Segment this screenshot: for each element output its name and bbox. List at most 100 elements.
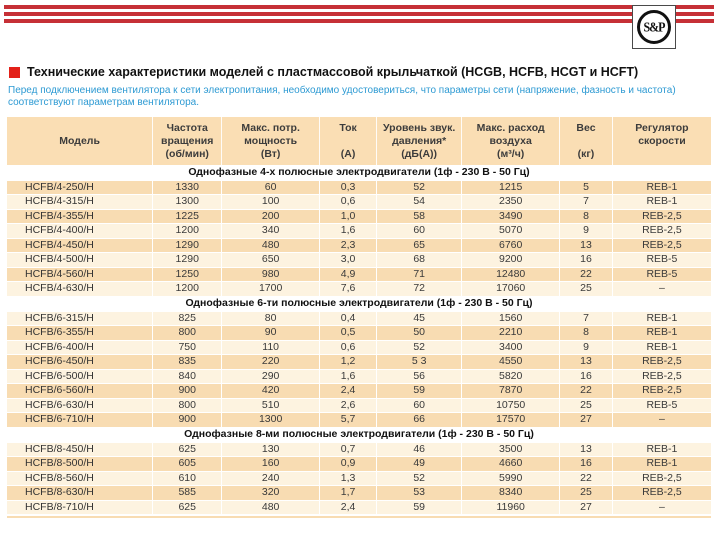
column-header: Регулятор скорости — [611, 117, 711, 165]
model-cell: HCFB/6-315/H — [7, 311, 153, 326]
value-cell: 1300 — [221, 412, 320, 428]
model-cell: HCFB/4-450/H — [7, 238, 153, 253]
value-cell: 8340 — [461, 485, 560, 501]
value-cell: 3,0 — [319, 252, 377, 268]
table-row: HCFB/6-315/H 825 80 0,4 45 1560 7 REB-1 — [7, 311, 711, 326]
table-row: HCFB/8-450/H 625 130 0,7 46 3500 13 REB-1 — [7, 442, 711, 457]
value-cell: 1560 — [461, 311, 560, 326]
value-cell: – — [611, 412, 711, 428]
value-cell: 3490 — [461, 209, 560, 224]
table-row: HCFB/4-560/H 1250 980 4,9 71 12480 22 REB-5 — [7, 267, 711, 282]
value-cell: 2210 — [461, 325, 560, 341]
value-cell: 52 — [376, 180, 462, 195]
value-cell: 750 — [152, 340, 222, 355]
value-cell: 59 — [376, 383, 462, 399]
value-cell: 0,7 — [319, 442, 377, 457]
value-cell: 52 — [376, 340, 462, 355]
table-row: HCFB/4-355/H 1225 200 1,0 58 3490 8 REB-2,5 — [7, 209, 711, 224]
table-row: HCFB/4-400/H 1200 340 1,6 60 5070 9 REB-2,5 — [7, 223, 711, 239]
value-cell: 8 — [559, 209, 613, 224]
value-cell: 60 — [221, 180, 320, 195]
column-header: Модель — [7, 117, 153, 165]
sp-logo-ring: S&P — [637, 10, 671, 44]
value-cell: 54 — [376, 194, 462, 210]
value-cell: 68 — [376, 252, 462, 268]
model-cell: HCFB/6-400/H — [7, 340, 153, 355]
specs-table: Модель Частота вращения (об/мин) Макс. потр.… — [7, 117, 711, 515]
value-cell: 1290 — [152, 252, 222, 268]
value-cell: REB-2,5 — [611, 238, 711, 253]
value-cell: 585 — [152, 485, 222, 501]
value-cell: 1,2 — [319, 354, 377, 370]
value-cell: 1,6 — [319, 369, 377, 384]
value-cell: 5820 — [461, 369, 560, 384]
model-cell: HCFB/8-630/H — [7, 485, 153, 501]
value-cell: 50 — [376, 325, 462, 341]
value-cell: REB-2,5 — [611, 369, 711, 384]
value-cell: 1330 — [152, 180, 222, 195]
value-cell: 1225 — [152, 209, 222, 224]
value-cell: 46 — [376, 442, 462, 457]
value-cell: 22 — [559, 267, 613, 282]
value-cell: 25 — [559, 485, 613, 501]
table-row: HCFB/6-400/H 750 110 0,6 52 3400 9 REB-1 — [7, 340, 711, 355]
value-cell: 610 — [152, 471, 222, 486]
value-cell: 800 — [152, 398, 222, 413]
value-cell: 0,9 — [319, 456, 377, 472]
value-cell: 25 — [559, 398, 613, 413]
sp-logo-text: S&P — [643, 18, 666, 35]
value-cell: 1,3 — [319, 471, 377, 486]
value-cell: 16 — [559, 456, 613, 472]
table-row: HCFB/6-450/H 835 220 1,2 5 3 4550 13 REB-2,5 — [7, 354, 711, 370]
table-row: HCFB/6-630/H 800 510 2,6 60 10750 25 REB-5 — [7, 398, 711, 413]
model-cell: HCFB/4-560/H — [7, 267, 153, 282]
model-cell: HCFB/6-560/H — [7, 383, 153, 399]
value-cell: REB-1 — [611, 180, 711, 195]
value-cell: 4550 — [461, 354, 560, 370]
top-stripes: S&P — [4, 5, 714, 49]
value-cell: REB-2,5 — [611, 354, 711, 370]
value-cell: 13 — [559, 238, 613, 253]
model-cell: HCFB/6-710/H — [7, 412, 153, 428]
value-cell: 27 — [559, 412, 613, 428]
model-cell: HCFB/6-630/H — [7, 398, 153, 413]
value-cell: 835 — [152, 354, 222, 370]
table-row: HCFB/4-250/H 1330 60 0,3 52 1215 5 REB-1 — [7, 180, 711, 195]
model-cell: HCFB/4-500/H — [7, 252, 153, 268]
value-cell: 59 — [376, 500, 462, 515]
value-cell: 12480 — [461, 267, 560, 282]
value-cell: 320 — [221, 485, 320, 501]
table-row: HCFB/4-630/H 1200 1700 7,6 72 17060 25– — [7, 281, 711, 297]
value-cell: REB-2,5 — [611, 223, 711, 239]
value-cell: 60 — [376, 398, 462, 413]
red-square-bullet-icon — [9, 66, 20, 78]
model-cell: HCFB/4-400/H — [7, 223, 153, 239]
model-cell: HCFB/4-630/H — [7, 281, 153, 297]
value-cell: 1,0 — [319, 209, 377, 224]
value-cell: 510 — [221, 398, 320, 413]
value-cell: 1,6 — [319, 223, 377, 239]
section-header-row: Однофазные 8-ми полюсные электродвигател… — [7, 427, 711, 443]
model-cell: HCFB/6-500/H — [7, 369, 153, 384]
table-row: HCFB/6-560/H 900 420 2,4 59 7870 22 REB-2,5 — [7, 383, 711, 399]
value-cell: 0,6 — [319, 194, 377, 210]
value-cell: 71 — [376, 267, 462, 282]
table-row: HCFB/8-500/H 605 160 0,9 49 4660 16 REB-1 — [7, 456, 711, 472]
value-cell: 800 — [152, 325, 222, 341]
value-cell: 3500 — [461, 442, 560, 457]
value-cell: 110 — [221, 340, 320, 355]
value-cell: 80 — [221, 311, 320, 326]
value-cell: 1700 — [221, 281, 320, 297]
value-cell: 1290 — [152, 238, 222, 253]
model-cell: HCFB/4-315/H — [7, 194, 153, 210]
value-cell: 480 — [221, 238, 320, 253]
value-cell: 2,6 — [319, 398, 377, 413]
value-cell: 420 — [221, 383, 320, 399]
column-header: Частота вращения (об/мин) — [152, 117, 222, 165]
table-row: HCFB/8-560/H 610 240 1,3 52 5990 22 REB-2,5 — [7, 471, 711, 486]
section-header-row: Однофазные 6-ти полюсные электродвигател… — [7, 296, 711, 312]
model-cell: HCFB/8-450/H — [7, 442, 153, 457]
value-cell: 7 — [559, 311, 613, 326]
table-row: HCFB/4-450/H 1290 480 2,3 65 6760 13 REB-2,5 — [7, 238, 711, 253]
column-header: Уровень звук. давления* (дБ(А)) — [376, 117, 462, 165]
